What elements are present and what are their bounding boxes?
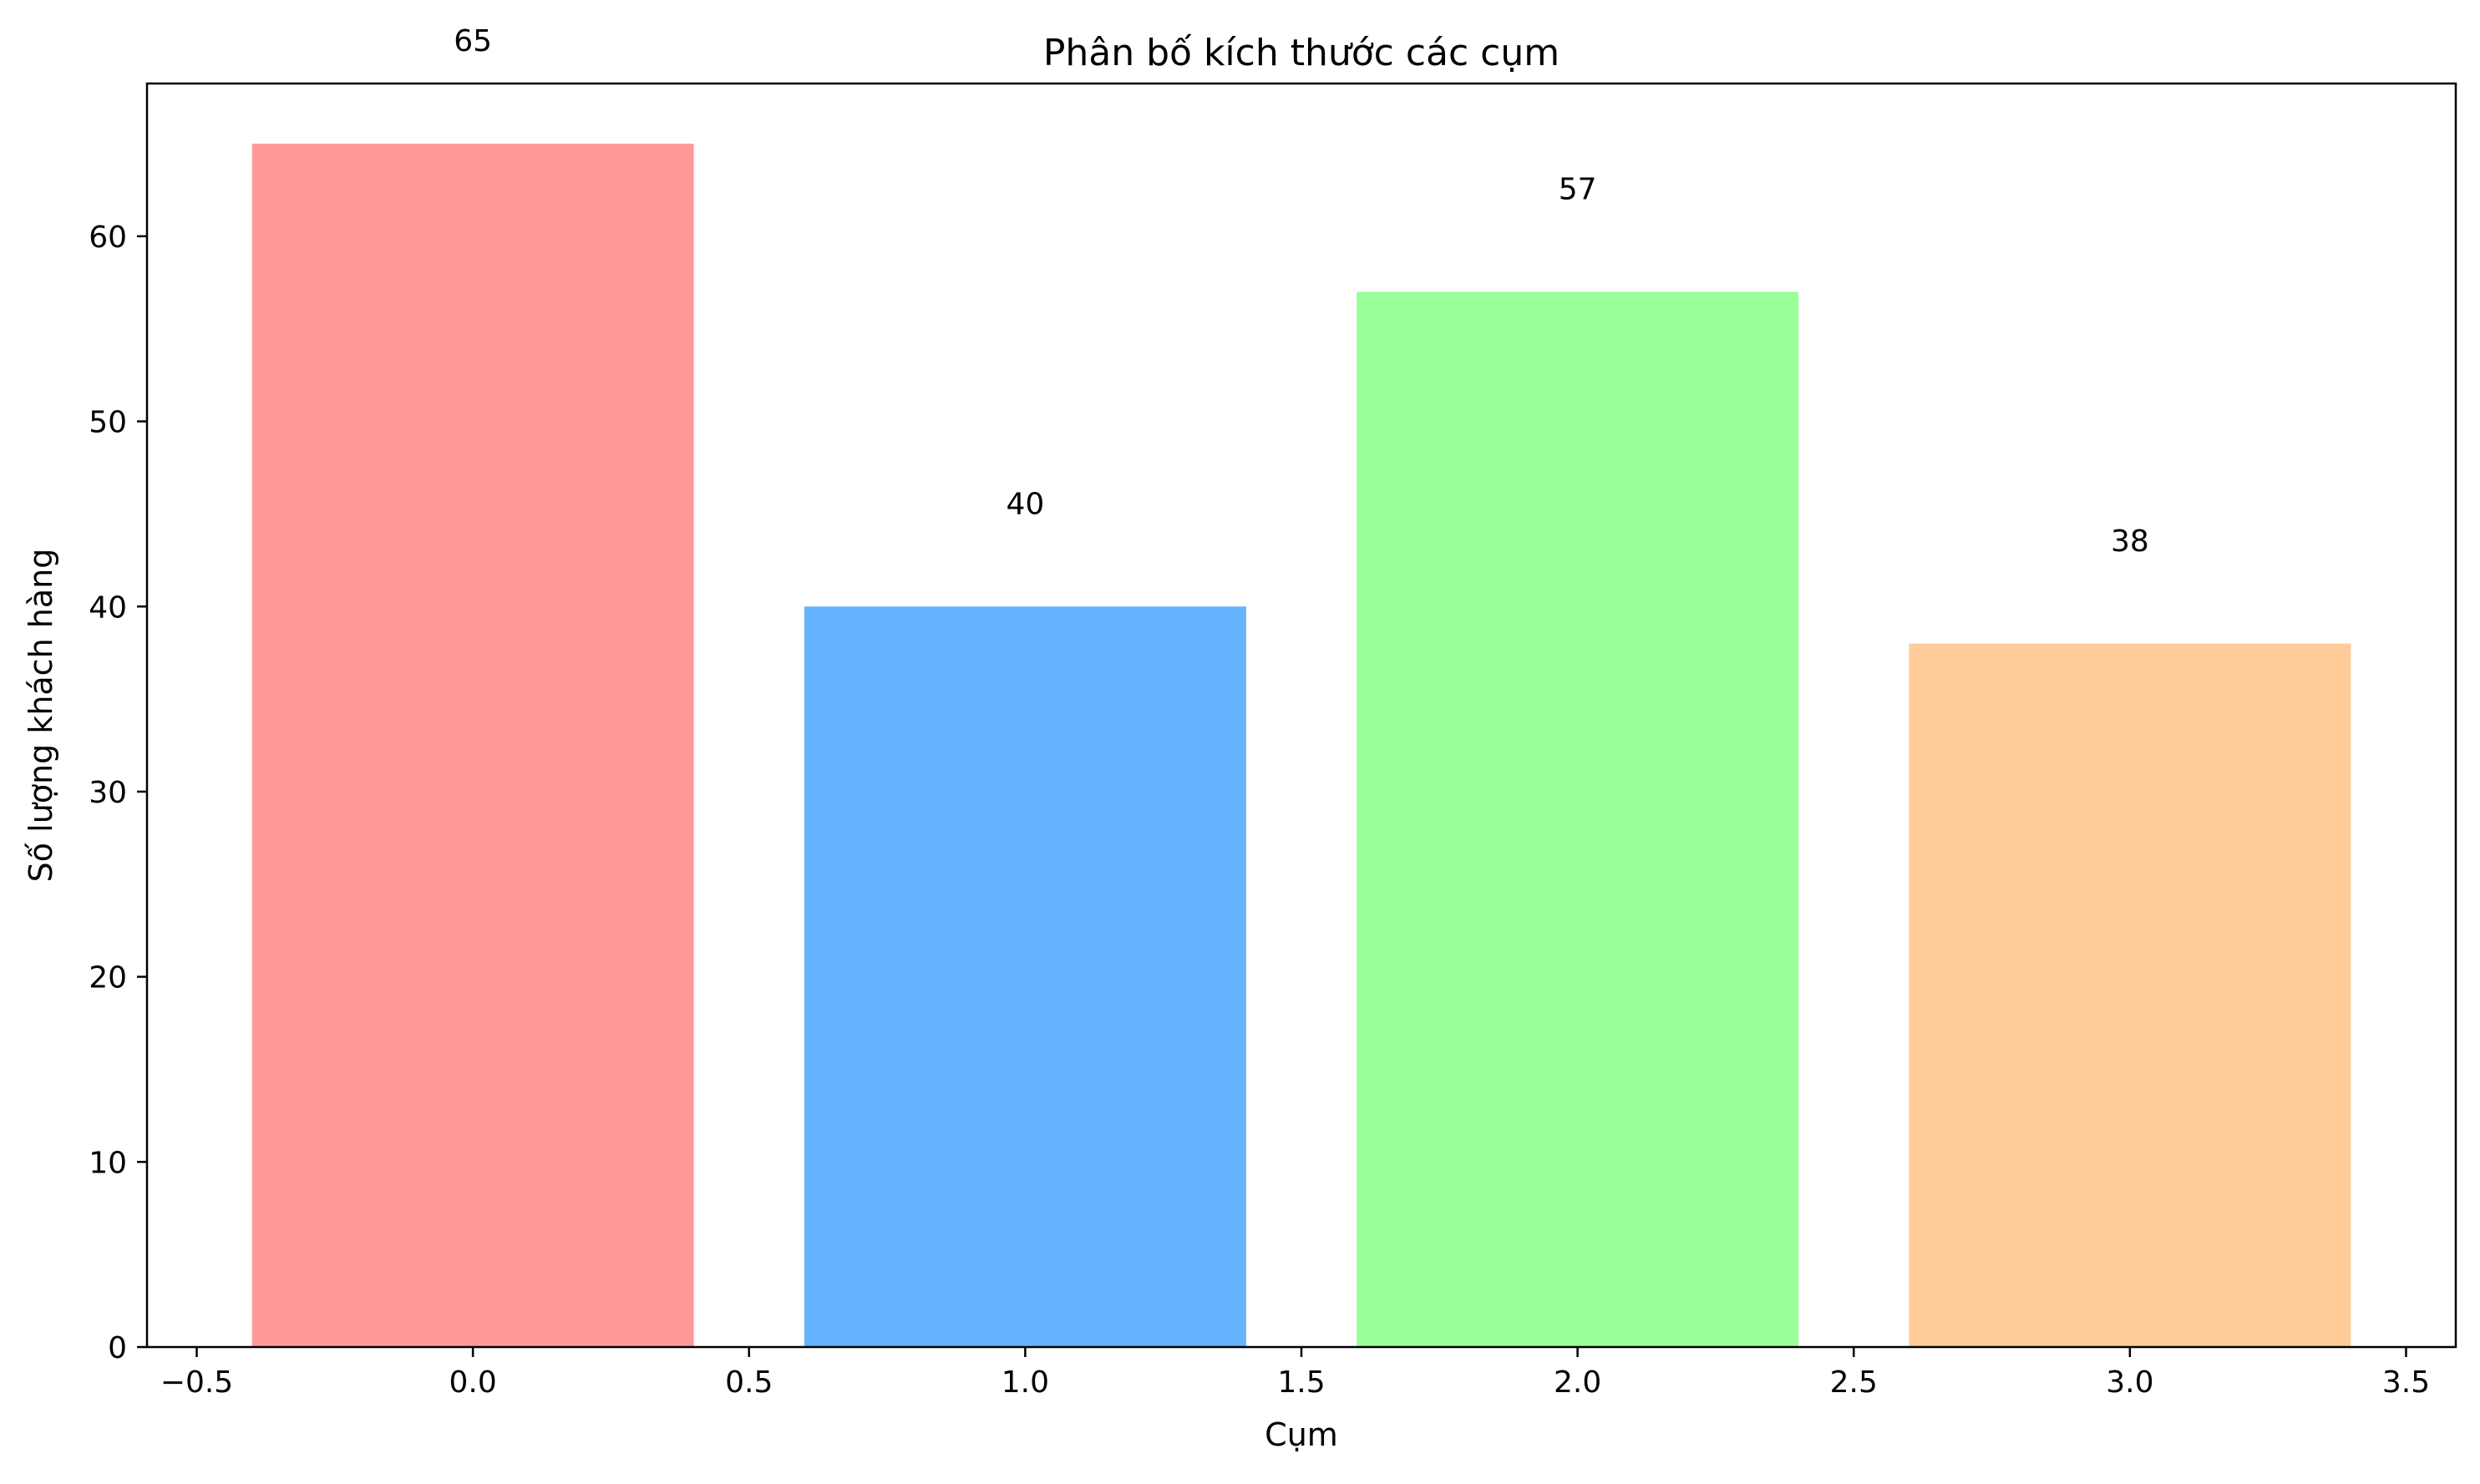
y-tick-label-3: 30 xyxy=(89,776,127,810)
data-label-3: 38 xyxy=(2111,524,2149,559)
x-tick-label-6: 2.5 xyxy=(1830,1365,1878,1400)
data-label-2: 57 xyxy=(1559,173,1597,207)
x-axis: −0.5 0.0 0.5 1.0 1.5 2.0 2.5 3.0 3.5 xyxy=(160,1347,2430,1400)
data-label-0: 65 xyxy=(454,24,492,58)
data-labels-layer: 65 40 57 38 xyxy=(454,24,2149,559)
y-tick-label-0: 0 xyxy=(108,1331,127,1365)
y-tick-label-1: 10 xyxy=(89,1146,127,1180)
y-axis: 0 10 20 30 40 50 60 xyxy=(89,220,147,1365)
x-axis-label: Cụm xyxy=(1265,1416,1338,1453)
y-tick-label-4: 40 xyxy=(89,590,127,625)
x-tick-label-8: 3.5 xyxy=(2382,1365,2430,1400)
bars-layer xyxy=(251,144,2351,1348)
x-tick-label-3: 1.0 xyxy=(1002,1365,1049,1400)
chart-title: Phân bố kích thước các cụm xyxy=(1043,32,1560,74)
y-tick-label-6: 60 xyxy=(89,220,127,255)
y-tick-label-2: 20 xyxy=(89,961,127,995)
bar-1 xyxy=(804,606,1246,1347)
bar-2 xyxy=(1357,291,1799,1347)
x-tick-label-7: 3.0 xyxy=(2106,1365,2153,1400)
y-axis-label: Số lượng khách hàng xyxy=(23,549,59,883)
bar-0 xyxy=(251,144,694,1348)
x-tick-label-5: 2.0 xyxy=(1554,1365,1601,1400)
data-label-1: 40 xyxy=(1006,487,1044,521)
x-tick-label-0: −0.5 xyxy=(160,1365,233,1400)
x-tick-label-2: 0.5 xyxy=(725,1365,773,1400)
bar-3 xyxy=(1909,643,2351,1347)
x-tick-label-1: 0.0 xyxy=(449,1365,497,1400)
y-tick-label-5: 50 xyxy=(89,406,127,440)
x-tick-label-4: 1.5 xyxy=(1277,1365,1325,1400)
